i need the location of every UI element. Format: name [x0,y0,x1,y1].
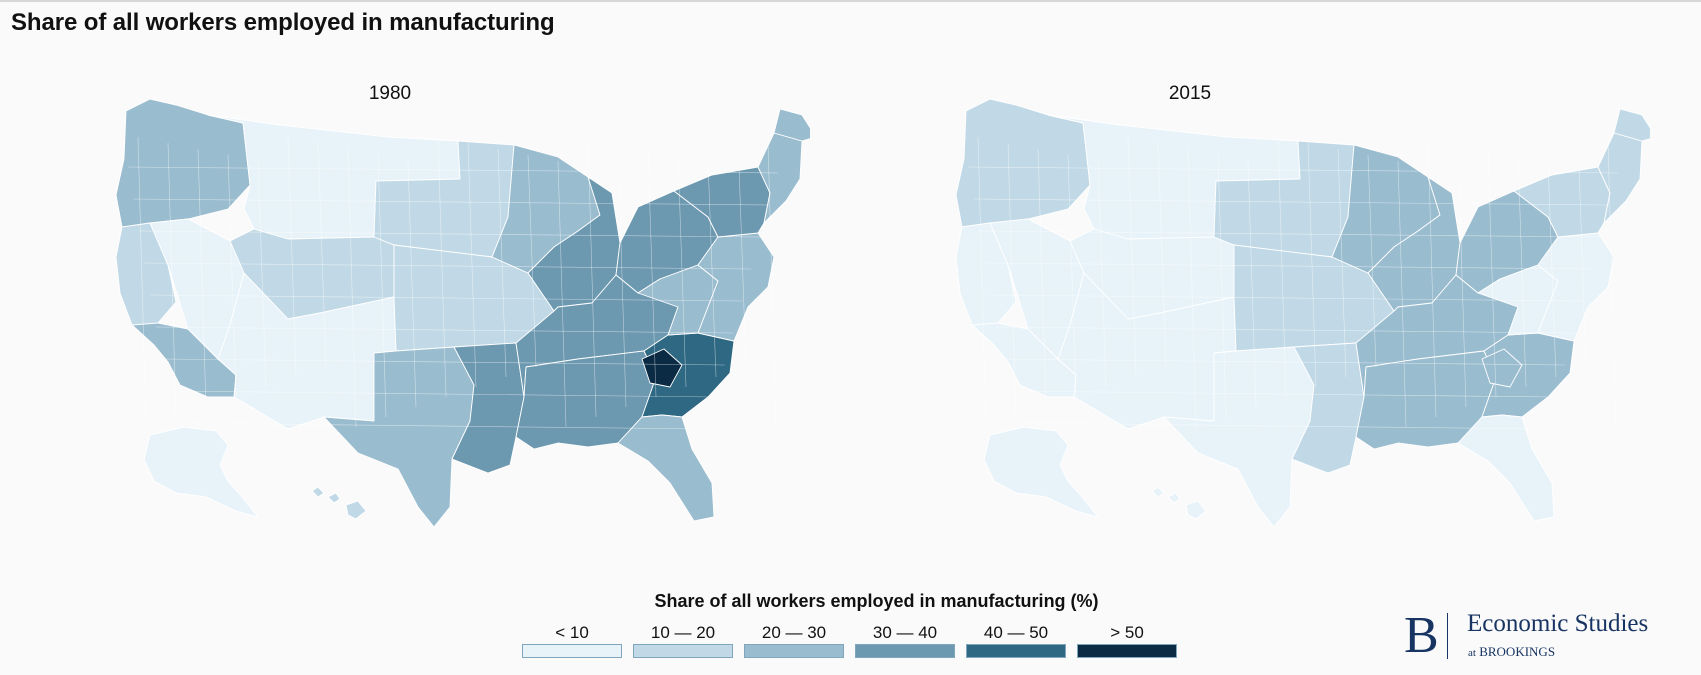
legend-swatch [855,644,955,658]
legend-item-lt10: < 10 [522,622,622,658]
map-2015 [955,98,1650,528]
brand-sub: at BROOKINGS [1468,644,1555,660]
legend-item-20-30: 20 — 30 [744,622,844,658]
region-carolinas-core [1481,348,1523,388]
legend: < 10 10 — 20 20 — 30 30 — 40 40 — 50 > 5… [522,622,1177,658]
region-alaska [983,426,1099,518]
us-map [955,98,1650,528]
page-title: Share of all workers employed in manufac… [11,9,555,36]
map-panel-2015: 2015 [850,75,1650,555]
legend-item-40-50: 40 — 50 [966,622,1066,658]
legend-item-gt50: > 50 [1077,622,1177,658]
legend-label: 30 — 40 [872,623,938,642]
map-panel-1980: 1980 [10,75,810,555]
region-maine [773,108,810,142]
boundary-lines [967,136,1619,430]
legend-swatch [522,644,622,658]
region-hawaii [311,486,367,520]
legend-item-10-20: 10 — 20 [633,622,733,658]
region-florida [1457,414,1555,522]
region-carolinas-core [641,348,683,388]
map-1980 [115,98,810,528]
legend-title: Share of all workers employed in manufac… [654,591,1099,611]
boundary-lines [127,136,779,430]
brookings-logo: B Economic Studies at BROOKINGS [1404,608,1694,664]
legend-swatch [1077,644,1177,658]
legend-label: 20 — 30 [761,623,827,642]
top-rule [0,0,1701,2]
legend-swatch [633,644,733,658]
brand-sub-org: BROOKINGS [1479,644,1556,659]
legend-swatch [744,644,844,658]
region-pacific-nw [115,98,251,228]
region-alaska [143,426,259,518]
region-pacific-nw [955,98,1091,228]
brand-name: Economic Studies [1467,610,1649,637]
brand-divider [1447,613,1448,659]
brand-sub-at: at [1468,647,1476,659]
legend-label: < 10 [555,623,589,642]
region-hawaii [1151,486,1207,520]
legend-label: 40 — 50 [983,623,1049,642]
region-florida [617,414,715,522]
region-maine [1613,108,1650,142]
legend-swatch [966,644,1066,658]
legend-label: 10 — 20 [650,623,716,642]
brand-mark: B [1404,607,1439,664]
us-map [115,98,810,528]
legend-label: > 50 [1110,623,1144,642]
legend-item-30-40: 30 — 40 [855,622,955,658]
